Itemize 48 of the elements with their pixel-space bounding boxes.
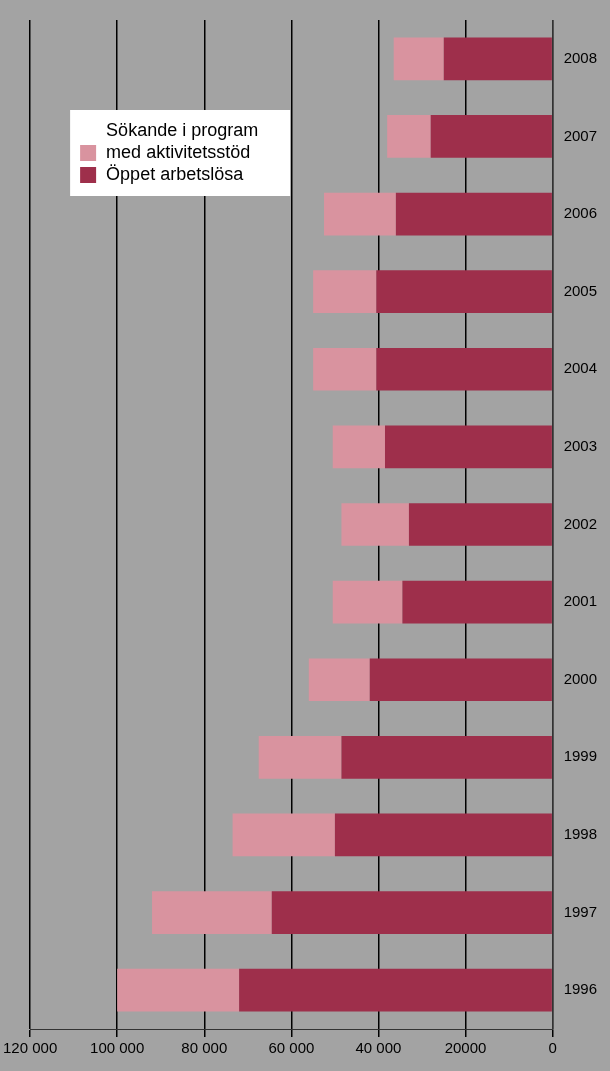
bar: [369, 658, 552, 702]
x-tick-label: 60 000: [268, 1039, 315, 1057]
bar: [408, 503, 552, 546]
y-tick-label: 2000: [563, 669, 598, 687]
y-tick-label: 2004: [563, 359, 598, 377]
bar: [313, 270, 377, 313]
x-tick-label: 0: [548, 1039, 557, 1057]
bar: [332, 580, 403, 624]
y-tick-label: 1998: [563, 825, 598, 843]
x-tick-label: 80 000: [181, 1039, 228, 1057]
x-tick-label: 20000: [444, 1039, 487, 1057]
bar: [341, 503, 409, 546]
bar: [313, 347, 377, 391]
x-tick-label: 100 000: [90, 1039, 145, 1057]
y-tick-label: 1997: [563, 902, 598, 920]
y-tick-label: 2008: [563, 48, 598, 66]
bar: [332, 425, 385, 469]
bar: [376, 270, 552, 313]
bar: [239, 968, 552, 1012]
y-tick-label: 2006: [563, 204, 598, 222]
bar: [308, 658, 370, 702]
bar: [387, 115, 431, 158]
y-tick-label: 2002: [563, 514, 598, 532]
bar: [430, 115, 552, 158]
bar: [384, 425, 552, 469]
bar: [395, 192, 552, 236]
bar: [271, 891, 552, 934]
bar: [334, 813, 552, 857]
y-tick-label: 2005: [563, 281, 598, 299]
bar: [258, 736, 342, 779]
bar: [341, 736, 552, 779]
legend-label: Öppet arbetslösa: [106, 163, 245, 184]
y-tick-label: 1999: [563, 747, 598, 765]
x-tick-label: 120 000: [2, 1039, 58, 1057]
bar: [117, 968, 240, 1012]
y-tick-label: 2001: [563, 592, 598, 610]
y-tick-label: 2007: [563, 126, 598, 144]
bar: [402, 580, 552, 624]
y-tick-label: 1996: [563, 980, 598, 998]
bar: [443, 37, 552, 81]
x-tick-label: 40 000: [355, 1039, 402, 1057]
bar: [376, 347, 552, 391]
y-tick-label: 2003: [563, 437, 598, 455]
bar: [152, 891, 272, 934]
bar: [393, 37, 444, 81]
bar: [232, 813, 335, 857]
legend-label: Sökande i program med aktivitetsstöd: [106, 119, 259, 162]
bar: [324, 192, 396, 236]
